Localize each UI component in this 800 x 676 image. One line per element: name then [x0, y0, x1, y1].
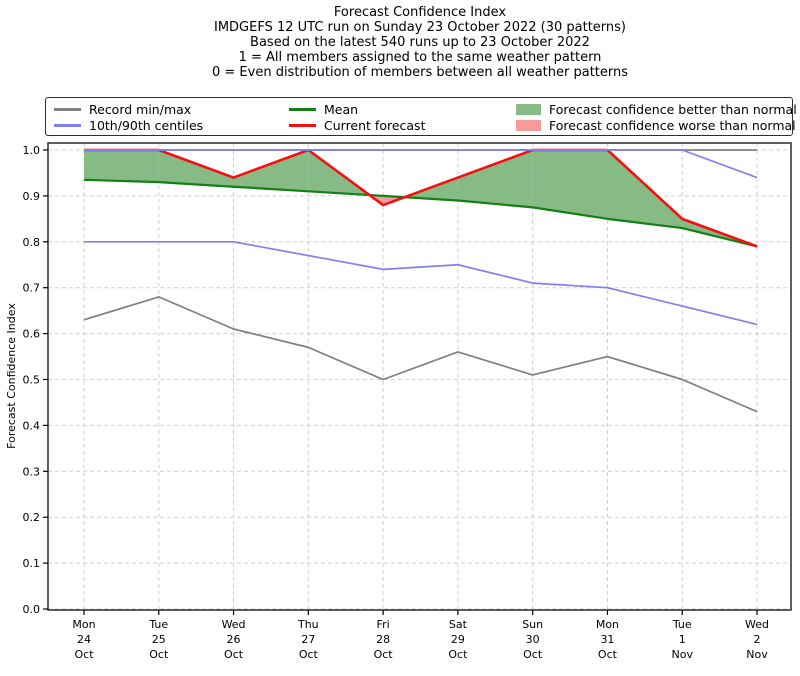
x-tick-label: Nov: [746, 648, 768, 661]
x-tick-label: 24: [77, 633, 91, 646]
series-90th-centile-line: [84, 149, 758, 179]
chart-subtitle-scale-min: 0 = Even distribution of members between…: [211, 65, 629, 80]
x-tick-label: Oct: [74, 648, 94, 661]
legend-label: Record min/max: [89, 101, 192, 117]
x-tick-label: Oct: [598, 648, 618, 661]
confidence-better-fill: [532, 150, 608, 219]
y-tick-label: 0.2: [23, 511, 41, 524]
confidence-better-fill: [457, 150, 533, 208]
x-tick-label: 29: [451, 633, 465, 646]
x-tick-label: Fri: [377, 618, 390, 631]
x-tick-label: 30: [526, 633, 540, 646]
x-tick-label: 28: [376, 633, 390, 646]
x-tick-label: 1: [679, 633, 686, 646]
plot-border: [47, 142, 792, 611]
chart-subtitle-run: IMDGEFS 12 UTC run on Sunday 23 October …: [213, 20, 627, 35]
y-tick-label: 0.0: [23, 603, 41, 616]
y-tick-label: 0.8: [23, 236, 41, 249]
x-tick-label: Tue: [148, 618, 168, 631]
mean-line-swatch: [289, 107, 316, 111]
series-current-forecast-line: [84, 148, 758, 248]
x-tick-label: Nov: [671, 648, 693, 661]
confidence-better-patch-swatch: [516, 103, 541, 115]
legend-item-centiles: 10th/90th centiles: [54, 117, 203, 133]
confidence-better-fill: [84, 150, 159, 183]
confidence-better-fill: [158, 150, 234, 187]
chart-subtitle-scale-max: 1 = All members assigned to the same wea…: [238, 50, 602, 65]
legend-item-confidence-better: Forecast confidence better than normal: [516, 101, 797, 117]
x-tick-label: 25: [152, 633, 166, 646]
y-tick-label: 0.9: [23, 190, 41, 203]
x-tick-label: Oct: [523, 648, 543, 661]
x-tick-label: Mon: [596, 618, 619, 631]
x-tick-label: Oct: [224, 648, 244, 661]
record-minmax-line-swatch: [54, 107, 81, 111]
legend: Record min/max 10th/90th centiles Mean C…: [45, 97, 797, 136]
confidence-better-fill: [607, 150, 683, 229]
x-tick-label: Oct: [448, 648, 468, 661]
legend-item-record-minmax: Record min/max: [54, 101, 191, 117]
centiles-line-swatch: [54, 123, 81, 127]
confidence-better-fill: [233, 150, 309, 192]
legend-label: Forecast confidence better than normal: [549, 101, 797, 117]
x-tick-label: Wed: [745, 618, 769, 631]
legend-item-mean: Mean: [289, 101, 358, 117]
legend-item-confidence-worse: Forecast confidence worse than normal: [516, 117, 796, 133]
y-tick-label: 0.1: [23, 557, 41, 570]
y-tick-label: 1.0: [23, 144, 41, 157]
x-tick-label: 27: [301, 633, 315, 646]
x-tick-label: Oct: [299, 648, 319, 661]
x-tick-label: Oct: [374, 648, 394, 661]
y-tick-label: 0.6: [23, 328, 41, 341]
x-tick-label: 2: [754, 633, 761, 646]
x-tick-label: 26: [227, 633, 241, 646]
x-tick-label: Tue: [672, 618, 692, 631]
x-tick-label: Wed: [222, 618, 246, 631]
series-mean-line: [83, 178, 758, 248]
x-tick-label: 31: [600, 633, 614, 646]
legend-label: Current forecast: [324, 117, 426, 133]
y-axis-title: Forecast Confidence Index: [5, 303, 18, 449]
legend-item-current-forecast: Current forecast: [289, 117, 425, 133]
y-tick-label: 0.3: [23, 465, 41, 478]
x-tick-label: Mon: [72, 618, 95, 631]
confidence-worse-patch-swatch: [516, 119, 541, 131]
current-forecast-line-swatch: [289, 123, 316, 127]
chart-title: Forecast Confidence Index: [333, 5, 507, 20]
legend-label: Mean: [324, 101, 359, 117]
legend-label: Forecast confidence worse than normal: [549, 117, 796, 133]
x-tick-label: Sat: [449, 618, 468, 631]
chart-title-block: Forecast Confidence Index IMDGEFS 12 UTC…: [40, 5, 800, 80]
y-tick-label: 0.4: [23, 419, 41, 432]
series-10th-centile-line: [84, 240, 758, 326]
chart-subtitle-basis: Based on the latest 540 runs up to 23 Oc…: [250, 35, 590, 50]
x-tick-label: Oct: [149, 648, 169, 661]
x-tick-label: Sun: [522, 618, 543, 631]
legend-label: 10th/90th centiles: [89, 117, 204, 133]
y-tick-label: 0.7: [23, 282, 41, 295]
y-tick-label: 0.5: [23, 374, 41, 387]
x-tick-label: Thu: [297, 618, 319, 631]
series-record-min-line: [83, 296, 758, 413]
